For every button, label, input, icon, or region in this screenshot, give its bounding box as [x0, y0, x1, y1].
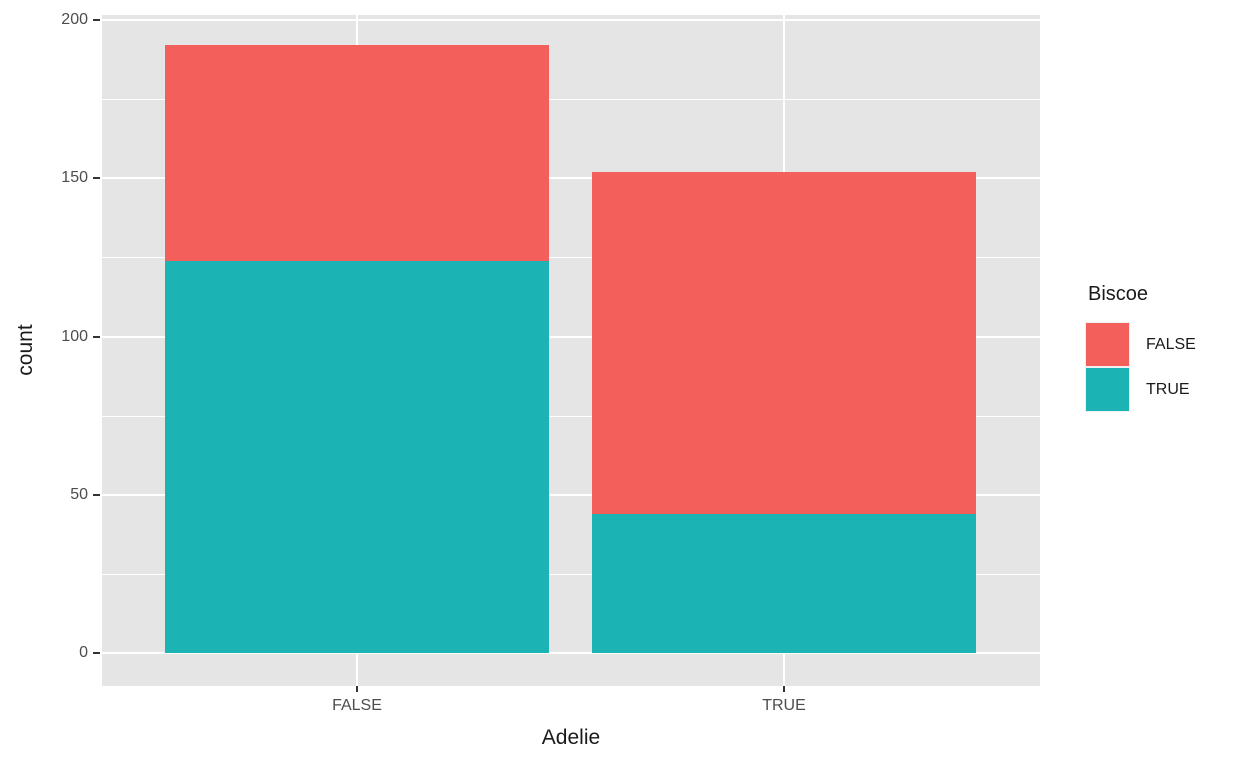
legend: Biscoe FALSE TRUE [1085, 283, 1196, 412]
y-tick-label: 100 [61, 327, 88, 345]
y-tick-mark [93, 493, 100, 496]
legend-key [1085, 367, 1130, 412]
y-tick-label: 200 [61, 11, 88, 28]
y-axis-title: count [14, 324, 37, 376]
minor-gridline [102, 99, 1040, 101]
legend-item-FALSE: FALSE [1085, 322, 1196, 367]
major-gridline [102, 177, 1040, 180]
bar-segment-TRUE-FALSE [592, 171, 976, 514]
legend-key [1085, 322, 1130, 367]
legend-title: Biscoe [1088, 283, 1149, 305]
x-tick-label: FALSE [332, 697, 382, 714]
bar-segment-TRUE-TRUE [592, 513, 976, 653]
major-gridline [102, 19, 1040, 21]
minor-gridline [102, 257, 1040, 259]
x-axis-title: Adelie [541, 726, 601, 749]
minor-gridline [102, 415, 1040, 417]
y-tick-mark [93, 652, 100, 654]
plot-panel [102, 15, 1040, 686]
legend-swatch-true-icon [1086, 368, 1129, 411]
major-gridline [102, 335, 1040, 338]
legend-label: FALSE [1146, 335, 1196, 353]
y-tick-label: 50 [70, 485, 88, 503]
major-gridline [102, 652, 1040, 654]
legend-label: TRUE [1146, 380, 1190, 398]
y-tick-mark [93, 19, 100, 21]
y-tick-label: 0 [79, 644, 88, 661]
y-tick-label: 150 [61, 169, 88, 187]
y-tick-mark [93, 335, 100, 338]
y-tick-mark [93, 177, 100, 180]
minor-gridline [102, 573, 1040, 575]
bar-segment-FALSE-FALSE [165, 45, 549, 261]
major-gridline [102, 493, 1040, 496]
x-tick-label: TRUE [762, 697, 806, 714]
legend-rows: FALSE TRUE [1085, 322, 1196, 412]
x-tick-mark [783, 686, 785, 692]
legend-item-TRUE: TRUE [1085, 367, 1196, 412]
x-tick-mark [356, 686, 358, 692]
bar-segment-FALSE-TRUE [165, 260, 549, 653]
legend-swatch-false-icon [1086, 323, 1129, 366]
